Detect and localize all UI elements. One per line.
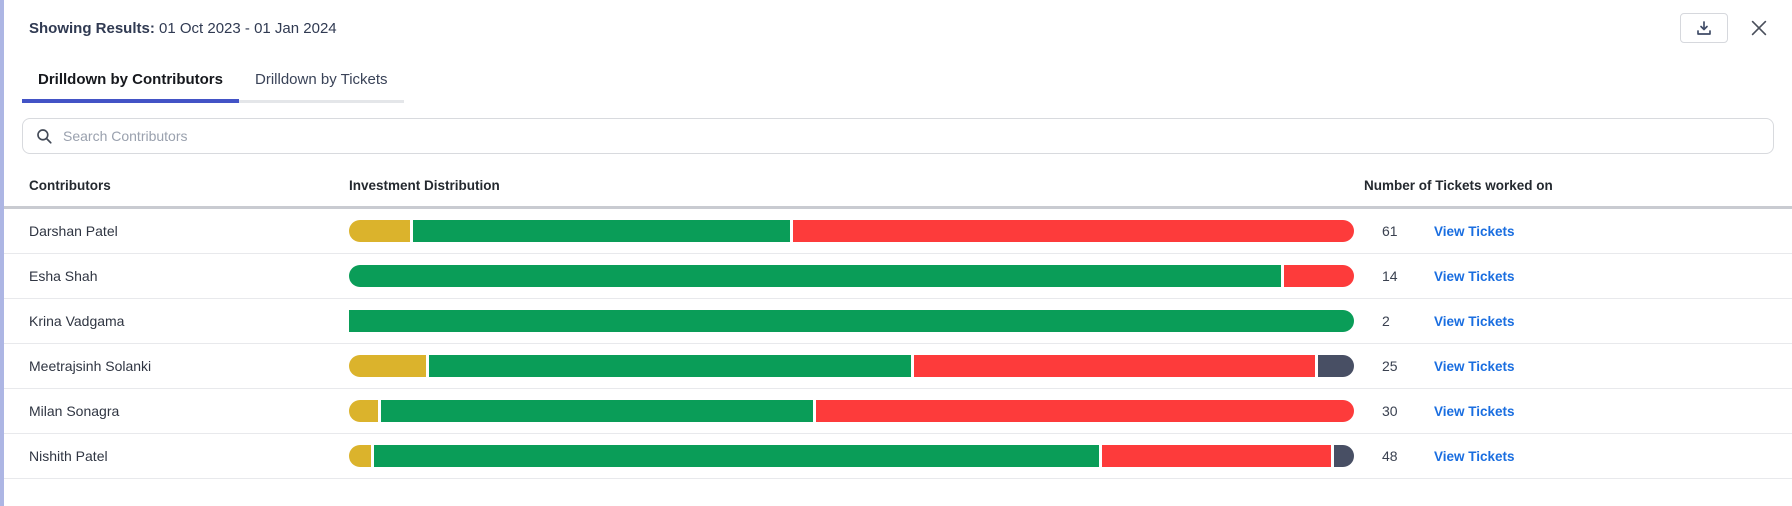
contributor-name: Meetrajsinh Solanki	[29, 358, 152, 374]
tickets-count: 25	[1382, 358, 1398, 374]
bar-segment-red	[1283, 265, 1354, 287]
view-tickets-link[interactable]: View Tickets	[1434, 223, 1515, 239]
bar-segment-yellow	[349, 445, 372, 467]
tab-drilldown-by-tickets[interactable]: Drilldown by Tickets	[255, 71, 388, 88]
tickets-count: 30	[1382, 403, 1398, 419]
bar-segment-green	[349, 265, 1281, 287]
column-contributors: Contributors	[29, 178, 111, 193]
tickets-count: 61	[1382, 223, 1398, 239]
view-tickets-link[interactable]: View Tickets	[1434, 358, 1515, 374]
close-button[interactable]	[1744, 13, 1774, 43]
view-tickets-link[interactable]: View Tickets	[1434, 313, 1515, 329]
bar-segment-red	[913, 355, 1315, 377]
bar-segment-green	[413, 220, 791, 242]
table-row: Krina Vadgama 2 View Tickets	[4, 299, 1792, 344]
bar-segment-yellow	[349, 220, 411, 242]
table-row: Esha Shah 14 View Tickets	[4, 254, 1792, 299]
bar-segment-yellow	[349, 355, 426, 377]
tickets-count: 2	[1382, 313, 1390, 329]
date-range-value: 01 Oct 2023 - 01 Jan 2024	[159, 19, 337, 37]
column-investment-distribution: Investment Distribution	[349, 178, 500, 193]
investment-bar	[349, 445, 1354, 467]
bar-segment-green	[374, 445, 1099, 467]
table-header: Contributors Investment Distribution Num…	[4, 178, 1792, 193]
investment-bar	[349, 310, 1354, 332]
bar-segment-red	[793, 220, 1354, 242]
contributor-name: Esha Shah	[29, 268, 98, 284]
bar-segment-green	[349, 310, 1354, 332]
table-row: Milan Sonagra 30 View Tickets	[4, 389, 1792, 434]
tickets-count: 48	[1382, 448, 1398, 464]
top-bar: Showing Results: 01 Oct 2023 - 01 Jan 20…	[4, 0, 1792, 43]
tab-drilldown-by-contributors[interactable]: Drilldown by Contributors	[22, 61, 239, 103]
table-row: Nishith Patel 48 View Tickets	[4, 434, 1792, 479]
close-icon	[1748, 17, 1770, 39]
bar-segment-slate	[1317, 355, 1354, 377]
showing-results-label: Showing Results:	[29, 19, 155, 37]
table-row: Meetrajsinh Solanki 25 View Tickets	[4, 344, 1792, 389]
showing-results-text: Showing Results: 01 Oct 2023 - 01 Jan 20…	[29, 20, 337, 37]
view-tickets-link[interactable]: View Tickets	[1434, 268, 1515, 284]
bar-segment-slate	[1333, 445, 1354, 467]
column-number-of-tickets: Number of Tickets worked on	[1364, 178, 1553, 193]
tickets-count: 14	[1382, 268, 1398, 284]
contributor-name: Krina Vadgama	[29, 313, 125, 329]
investment-bar	[349, 400, 1354, 422]
contributor-name: Nishith Patel	[29, 448, 108, 464]
download-button[interactable]	[1680, 13, 1728, 43]
bar-segment-red	[1101, 445, 1331, 467]
search-input[interactable]	[22, 118, 1774, 154]
bar-segment-green	[428, 355, 911, 377]
investment-bar	[349, 265, 1354, 287]
contributor-name: Darshan Patel	[29, 223, 118, 239]
contributor-name: Milan Sonagra	[29, 403, 120, 419]
table-row: Darshan Patel 61 View Tickets	[4, 209, 1792, 254]
view-tickets-link[interactable]: View Tickets	[1434, 403, 1515, 419]
contributors-table: Darshan Patel 61 View Tickets Esha Shah …	[4, 206, 1792, 479]
bar-segment-yellow	[349, 400, 379, 422]
search-icon	[35, 127, 53, 145]
bar-segment-green	[381, 400, 814, 422]
search-bar	[22, 118, 1774, 154]
tab-bar: Drilldown by Contributors Drilldown by T…	[22, 61, 404, 103]
bar-segment-red	[816, 400, 1354, 422]
download-icon	[1695, 19, 1713, 37]
investment-bar	[349, 355, 1354, 377]
investment-bar	[349, 220, 1354, 242]
view-tickets-link[interactable]: View Tickets	[1434, 448, 1515, 464]
